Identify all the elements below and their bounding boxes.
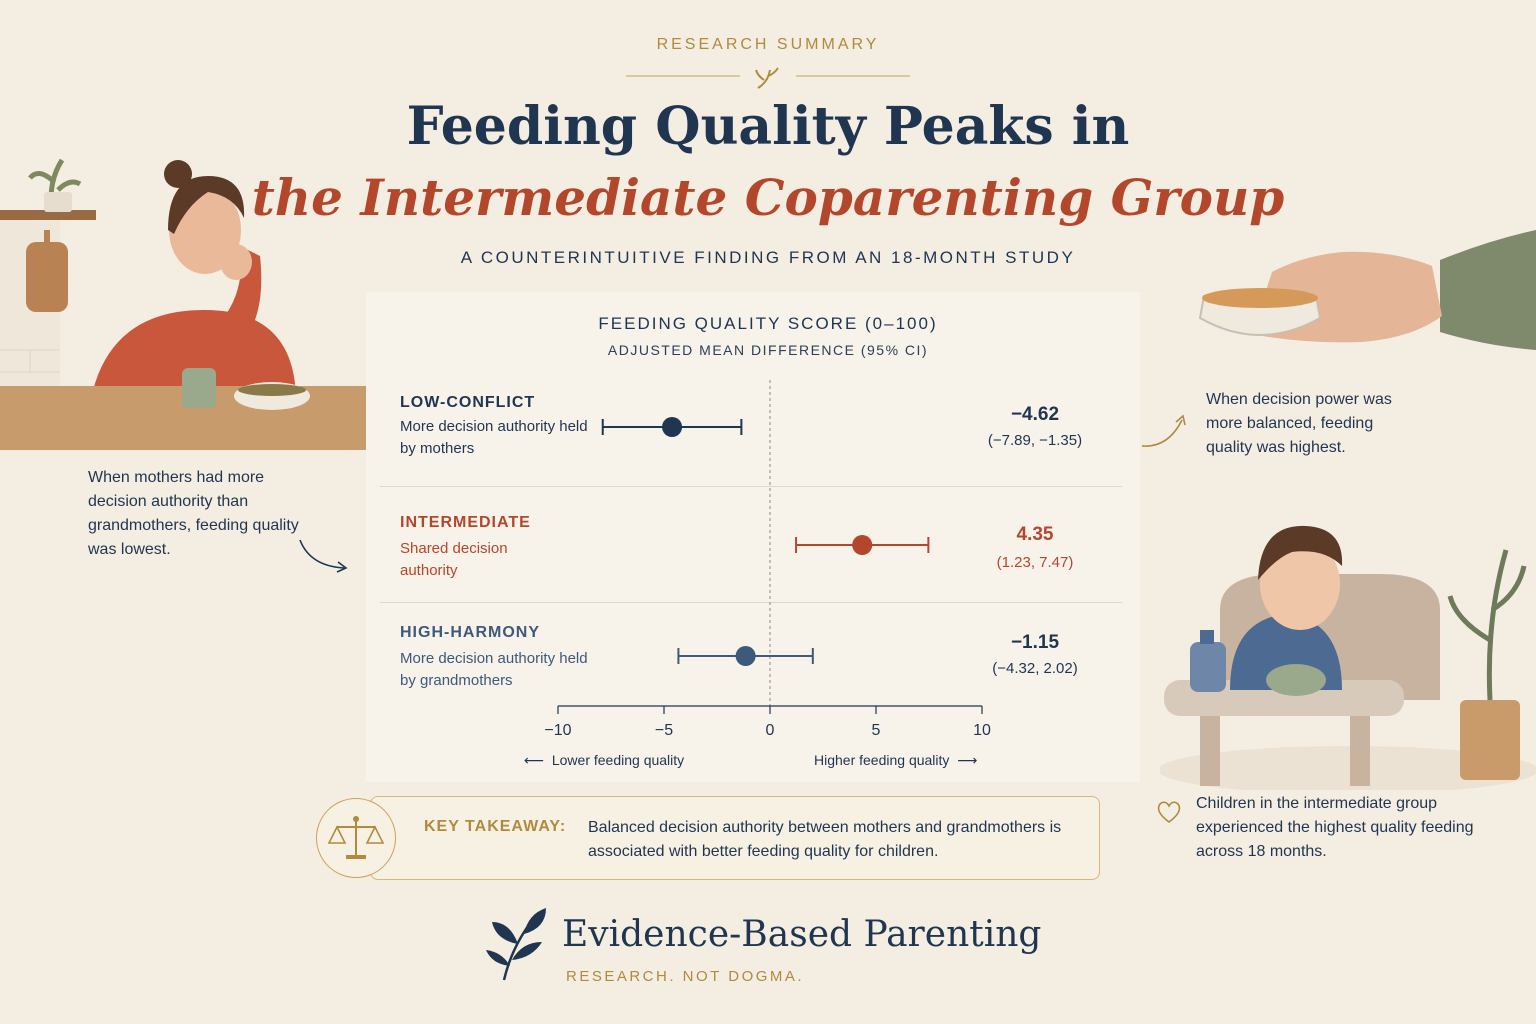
note-left: When mothers had more decision authority… [88,469,299,558]
row-value-high-harmony: −1.15 [1010,632,1060,653]
sprig-icon [755,67,779,89]
row-divider [380,486,1122,487]
row-value-intermediate: 4.35 [1016,524,1054,545]
forest-plot [557,380,983,714]
mother-at-table-illustration [0,158,370,450]
toddler-in-highchair-illustration [1160,525,1536,790]
x-tick-label: −10 [544,722,572,739]
note-right-bottom: Children in the intermediate group exper… [1196,795,1474,860]
chart-subtitle: ADJUSTED MEAN DIFFERENCE (95% CI) [607,342,929,358]
row-name-intermediate: INTERMEDIATE [400,514,531,531]
row-ci-intermediate: (1.23, 7.47) [996,554,1074,571]
arrow-left-icon: ⟵ [524,752,552,768]
direction-higher-label: Higher feeding quality [814,752,950,768]
chart-panel [366,292,1140,782]
scales-icon [327,816,385,859]
point-estimate [662,417,683,437]
curved-arrow-icon [1141,414,1186,447]
eyebrow-label: RESEARCH SUMMARY [656,36,880,53]
chart-title: FEEDING QUALITY SCORE (0–100) [598,314,938,333]
direction-lower: ⟵ Lower feeding quality [524,752,684,769]
curved-arrow-icon [299,539,348,573]
eyebrow-divider [626,67,910,89]
takeaway-label: KEY TAKEAWAY: [424,818,567,835]
key-takeaway-box [370,796,1100,880]
brand-tagline: RESEARCH. NOT DOGMA. [566,968,805,985]
page-title-line-1: Feeding Quality Peaks in [406,96,1130,157]
row-divider [380,602,1122,603]
row-ci-low-conflict: (−7.89, −1.35) [987,432,1083,449]
note-right-top: When decision power was more balanced, f… [1206,391,1392,456]
row-name-low-conflict: LOW-CONFLICT [400,394,536,411]
hand-offering-bowl-illustration [1198,230,1536,350]
row-description-low-conflict: More decision authority held by mothers [400,418,588,457]
direction-lower-label: Lower feeding quality [551,752,685,768]
direction-higher: Higher feeding quality ⟶ [814,752,977,769]
point-estimate [852,535,873,555]
takeaway-badge [316,798,396,878]
row-value-low-conflict: −4.62 [1010,404,1060,425]
point-estimate [735,646,756,666]
leaf-logo-icon [486,908,546,981]
page-title-line-2: the Intermediate Coparenting Group [251,168,1285,227]
page-subtitle: A COUNTERINTUITIVE FINDING FROM AN 18-MO… [460,248,1076,267]
row-name-high-harmony: HIGH-HARMONY [400,624,540,641]
x-tick-label: 5 [871,722,881,739]
row-ci-high-harmony: (−4.32, 2.02) [992,660,1078,677]
brand-name: Evidence-Based Parenting [562,914,1042,955]
row-description-high-harmony: More decision authority held by grandmot… [400,650,588,689]
arrow-right-icon: ⟶ [949,752,978,768]
heart-icon [1157,801,1181,823]
row-description-intermediate: Shared decision authority [400,540,508,579]
takeaway-text: Balanced decision authority between moth… [588,819,1062,860]
x-tick-label: −5 [654,722,674,739]
x-tick-label: 0 [765,722,775,739]
x-tick-label: 10 [973,722,991,739]
